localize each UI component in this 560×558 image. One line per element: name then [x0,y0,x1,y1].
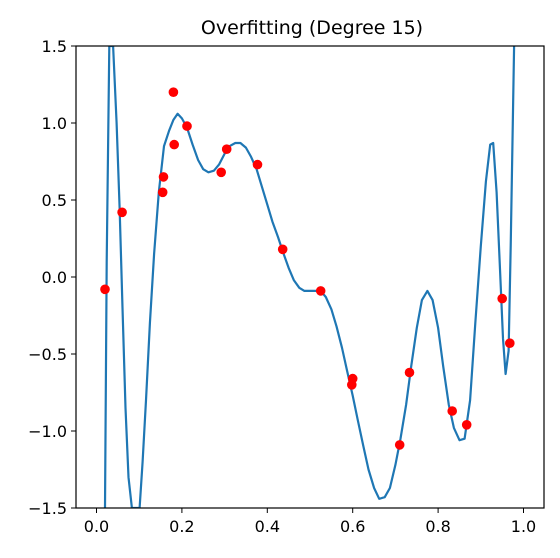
chart-title: Overfitting (Degree 15) [201,17,423,39]
y-axis: −1.5 −1.0 −0.5 0.0 0.5 1.0 1.5 [28,37,76,518]
data-point [315,286,326,296]
data-point [447,406,458,416]
x-tick-label: 0.4 [255,517,280,536]
x-tick-label: 0.0 [84,517,109,536]
x-tick-label: 0.2 [169,517,194,536]
plot-area [75,45,545,509]
x-axis: 0.0 0.2 0.4 0.6 0.8 1.0 [84,508,536,536]
x-tick-label: 0.8 [425,517,450,536]
y-tick-label: −1.5 [28,499,67,518]
fitted-curve [103,46,516,508]
data-point [277,244,288,255]
data-point [394,440,405,450]
data-point [505,338,515,349]
data-point [157,187,168,198]
x-tick-label: 1.0 [511,517,536,536]
y-tick-label: 1.5 [42,37,67,56]
y-tick-label: 1.0 [42,114,67,133]
data-point [100,284,110,295]
data-point [252,159,263,170]
y-tick-label: −1.0 [28,422,67,441]
data-point [221,144,232,154]
x-tick-label: 0.6 [340,517,365,536]
y-tick-label: 0.0 [42,268,67,287]
data-point [169,139,179,150]
y-tick-label: −0.5 [28,345,67,364]
y-tick-label: 0.5 [42,191,67,210]
data-point [497,293,508,304]
data-point [216,167,226,178]
data-point [117,207,127,218]
data-point [182,121,192,131]
data-point [168,87,179,97]
data-point [461,420,472,430]
data-point [404,367,415,378]
data-point [347,373,358,384]
data-point [158,172,169,182]
